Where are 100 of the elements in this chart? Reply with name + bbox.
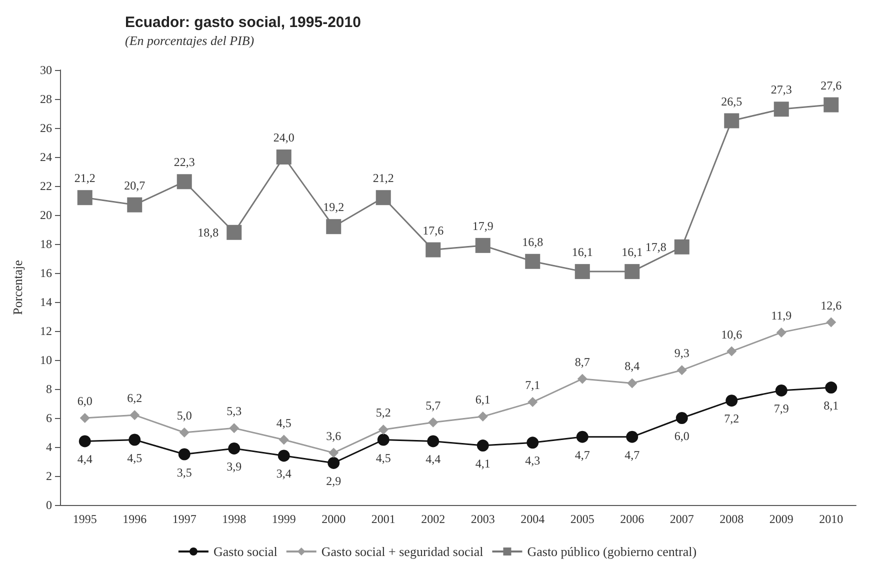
data-label: 4,1 <box>475 456 490 471</box>
point <box>676 412 688 424</box>
y-tick-label: 30 <box>40 63 52 77</box>
point <box>426 242 441 258</box>
x-tick-label: 2006 <box>620 512 644 526</box>
data-label: 5,0 <box>176 408 192 422</box>
data-label: 6,0 <box>674 429 690 443</box>
data-label: 7,9 <box>774 401 789 416</box>
data-label: 5,2 <box>376 406 391 420</box>
data-label: 16,1 <box>622 245 643 260</box>
point <box>674 239 690 254</box>
x-tick-label: 2002 <box>421 512 446 526</box>
data-label: 9,3 <box>674 346 690 360</box>
point <box>378 424 388 435</box>
x-tick-label: 2005 <box>570 512 594 526</box>
data-label: 21,2 <box>372 171 394 186</box>
data-label: 17,8 <box>645 240 666 254</box>
y-tick-label: 18 <box>40 237 52 251</box>
data-label: 2,9 <box>326 474 342 488</box>
y-tick-label: 14 <box>40 295 52 309</box>
point <box>775 384 788 396</box>
y-tick-label: 0 <box>46 498 52 512</box>
point <box>278 434 289 445</box>
data-label: 8,1 <box>824 398 839 413</box>
data-label: 20,7 <box>124 178 146 192</box>
data-label: 27,6 <box>820 78 842 92</box>
data-label: 4,5 <box>127 450 142 465</box>
point <box>228 442 240 454</box>
point <box>478 412 488 422</box>
y-tick-label: 28 <box>40 92 52 106</box>
point <box>826 317 836 328</box>
point <box>427 435 440 448</box>
point <box>428 417 438 428</box>
data-label: 3,6 <box>326 428 342 443</box>
point <box>176 174 192 190</box>
point <box>326 219 342 234</box>
point <box>724 113 740 128</box>
point <box>626 430 638 443</box>
data-label: 3,5 <box>176 465 192 480</box>
data-label: 5,3 <box>226 404 242 418</box>
point <box>178 448 190 460</box>
data-label: 3,4 <box>276 466 292 481</box>
data-label: 4,3 <box>525 454 540 468</box>
point <box>476 440 489 452</box>
point <box>127 197 142 212</box>
y-tick-label: 2 <box>46 469 52 483</box>
x-tick-label: 2009 <box>769 512 794 526</box>
point <box>577 374 588 384</box>
data-label: 26,5 <box>721 94 742 108</box>
point <box>77 190 92 206</box>
point <box>676 365 687 376</box>
data-label: 21,2 <box>74 171 96 186</box>
data-label: 5,7 <box>426 398 441 412</box>
point <box>130 410 140 420</box>
x-tick-label: 2004 <box>520 512 545 526</box>
y-tick-label: 16 <box>40 266 52 280</box>
data-label: 16,8 <box>522 234 544 249</box>
point <box>328 448 339 458</box>
point <box>128 434 141 446</box>
point <box>179 428 190 438</box>
point <box>624 264 640 280</box>
data-label: 10,6 <box>721 327 742 342</box>
point <box>475 238 490 253</box>
y-tick-label: 20 <box>40 208 52 222</box>
y-tick-label: 24 <box>40 150 52 164</box>
point <box>528 397 538 408</box>
point <box>824 97 839 112</box>
point <box>80 413 90 423</box>
legend-label: Gasto social + seguridad social <box>321 544 484 559</box>
point <box>526 436 539 449</box>
point <box>726 346 737 356</box>
point <box>776 327 786 338</box>
y-tick-label: 4 <box>46 440 52 454</box>
x-tick-label: 2010 <box>819 512 844 526</box>
x-tick-label: 2001 <box>371 512 396 526</box>
y-tick-label: 10 <box>40 353 52 367</box>
point <box>774 102 789 117</box>
point <box>726 394 738 407</box>
x-tick-label: 1997 <box>172 512 196 526</box>
data-label: 17,6 <box>422 223 444 238</box>
data-label: 27,3 <box>770 82 792 97</box>
data-label: 4,5 <box>276 416 292 430</box>
y-tick-label: 12 <box>40 324 52 338</box>
x-tick-label: 1998 <box>222 512 246 526</box>
x-tick-label: 2000 <box>322 512 346 526</box>
y-tick-label: 8 <box>46 382 52 396</box>
data-label: 4,5 <box>376 450 391 465</box>
point <box>226 224 242 240</box>
point <box>229 423 240 434</box>
data-label: 4,4 <box>426 452 441 466</box>
legend-label: Gasto público (gobierno central) <box>527 544 697 559</box>
data-label: 7,2 <box>724 412 740 426</box>
data-label: 16,1 <box>572 245 593 260</box>
data-label: 4,7 <box>574 448 590 462</box>
point <box>376 190 391 206</box>
data-label: 7,1 <box>525 378 540 392</box>
point <box>576 430 588 443</box>
data-label: 3,9 <box>226 459 242 474</box>
point <box>825 382 838 394</box>
data-label: 6,0 <box>77 394 92 408</box>
